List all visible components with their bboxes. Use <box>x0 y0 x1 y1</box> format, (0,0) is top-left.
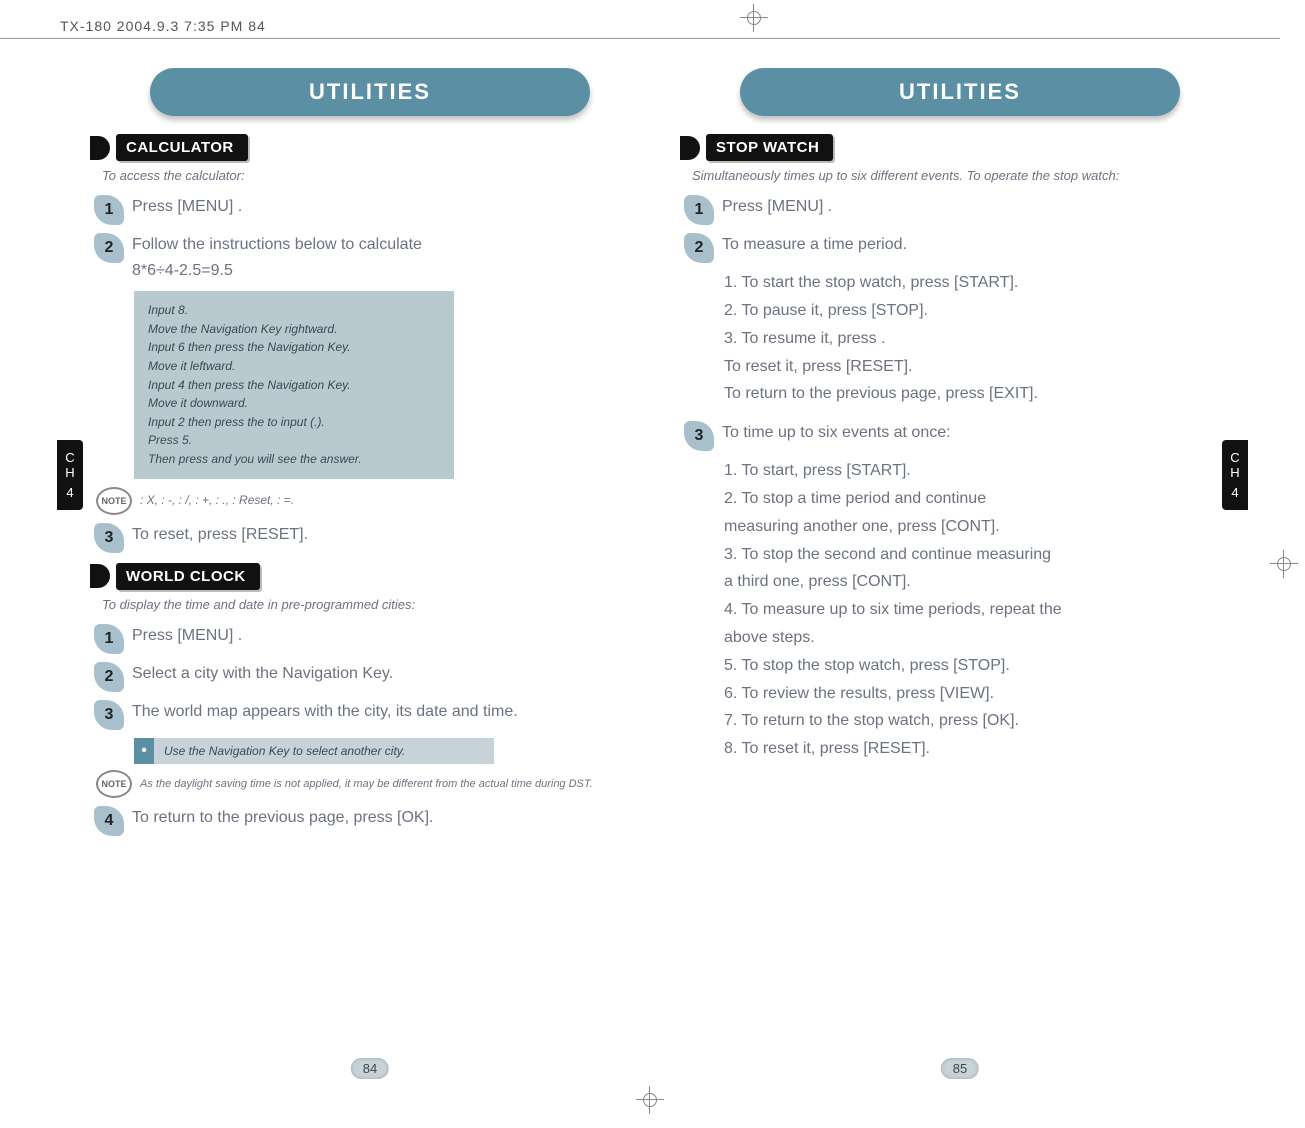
s2-3c: To return to the previous page, press [E… <box>724 382 1240 407</box>
cropmark-right <box>1270 550 1298 578</box>
world-step4-text: To return to the previous page, press [O… <box>132 806 434 830</box>
page-title-right: UTILITIES <box>740 68 1180 116</box>
stop-step-1: 1 Press [MENU] . <box>684 195 1240 225</box>
pagenum-right: 85 <box>941 1060 979 1078</box>
calc-step-3: 3 To reset, press [RESET]. <box>94 523 650 553</box>
stepnum-3: 3 <box>94 523 124 553</box>
calc-intro: To access the calculator: <box>102 167 650 185</box>
calc-step-2: 2 Follow the instructions below to calcu… <box>94 233 650 283</box>
section-calculator: CALCULATOR <box>90 134 650 161</box>
section-bullet-2 <box>90 564 110 588</box>
s3-5: 5. To stop the stop watch, press [STOP]. <box>724 654 1240 679</box>
stop-step-3: 3 To time up to six events at once: <box>684 421 1240 451</box>
page-right: UTILITIES STOP WATCH Simultaneously time… <box>680 68 1240 1078</box>
note-badge-icon-2: NOTE <box>96 770 132 798</box>
stop-step3-list: 1. To start, press [START]. 2. To stop a… <box>724 459 1240 762</box>
pagenum-left: 84 <box>351 1060 389 1078</box>
tab-h: H <box>65 465 74 481</box>
page-title-left: UTILITIES <box>150 68 590 116</box>
s3-1: 1. To start, press [START]. <box>724 459 1240 484</box>
s2-2: 2. To pause it, press [STOP]. <box>724 299 1240 324</box>
calc-note-symbols: NOTE : X, : -, : /, : +, : ., : Reset, :… <box>96 487 650 515</box>
world-step-4: 4 To return to the previous page, press … <box>94 806 650 836</box>
chapter-tab-left: C H 4 <box>57 440 83 510</box>
stepnum-1: 1 <box>94 195 124 225</box>
s3-3: 3. To stop the second and continue measu… <box>724 543 1240 568</box>
world-step1-text: Press [MENU] . <box>132 624 242 648</box>
s3-7: 7. To return to the stop watch, press [O… <box>724 709 1240 734</box>
s2-3b: To reset it, press [RESET]. <box>724 355 1240 380</box>
calc-step3-text: To reset, press [RESET]. <box>132 523 308 547</box>
page-left: UTILITIES CALCULATOR To access the calcu… <box>90 68 650 1078</box>
tab-c: C <box>65 450 74 466</box>
s2-1: 1. To start the stop watch, press [START… <box>724 271 1240 296</box>
s2-3: 3. To resume it, press . <box>724 327 1240 352</box>
stop-step3-head: To time up to six events at once: <box>722 421 951 445</box>
world-step-2: 2 Select a city with the Navigation Key. <box>94 662 650 692</box>
tab-num: 4 <box>66 485 73 501</box>
calc-step2-text: Follow the instructions below to calcula… <box>132 233 422 283</box>
calc-step1-text: Press [MENU] . <box>132 195 242 219</box>
world-step-3: 3 The world map appears with the city, i… <box>94 700 650 730</box>
stop-intro: Simultaneously times up to six different… <box>692 167 1240 185</box>
s3-2b: measuring another one, press [CONT]. <box>724 515 1240 540</box>
calc-label: CALCULATOR <box>116 134 248 161</box>
s3-8: 8. To reset it, press [RESET]. <box>724 737 1240 762</box>
stop-step-2: 2 To measure a time period. <box>684 233 1240 263</box>
section-worldclock: WORLD CLOCK <box>90 563 650 590</box>
stepnum-2: 2 <box>94 233 124 263</box>
s3-2: 2. To stop a time period and continue <box>724 487 1240 512</box>
section-bullet-3 <box>680 136 700 160</box>
note-badge-icon: NOTE <box>96 487 132 515</box>
header-rule <box>0 38 1280 39</box>
world-step2-text: Select a city with the Navigation Key. <box>132 662 393 686</box>
stop-label: STOP WATCH <box>706 134 833 161</box>
cropmark-bottom <box>636 1086 664 1114</box>
calc-symbols: : X, : -, : /, : +, : ., : Reset, : =. <box>140 493 294 509</box>
world-note-text: As the daylight saving time is not appli… <box>140 777 593 791</box>
cropmark-top <box>740 4 768 32</box>
bullet-dot-icon: • <box>134 738 154 764</box>
section-stopwatch: STOP WATCH <box>680 134 1240 161</box>
stop-step2-head: To measure a time period. <box>722 233 907 257</box>
world-bullet-text: Use the Navigation Key to select another… <box>154 738 494 764</box>
pagenum-left-val: 84 <box>351 1058 389 1079</box>
calc-step-1: 1 Press [MENU] . <box>94 195 650 225</box>
s3-4: 4. To measure up to six time periods, re… <box>724 598 1240 623</box>
stop-step2-list: 1. To start the stop watch, press [START… <box>724 271 1240 407</box>
calc-codebox: Input 8. Move the Navigation Key rightwa… <box>134 291 454 478</box>
world-subbullet: • Use the Navigation Key to select anoth… <box>134 738 494 764</box>
world-note: NOTE As the daylight saving time is not … <box>96 770 650 798</box>
world-step3-text: The world map appears with the city, its… <box>132 700 518 724</box>
calc-step2b: 8*6÷4-2.5=9.5 <box>132 259 422 283</box>
calc-step2a: Follow the instructions below to calcula… <box>132 236 422 253</box>
world-label: WORLD CLOCK <box>116 563 260 590</box>
s3-6: 6. To review the results, press [VIEW]. <box>724 682 1240 707</box>
doc-header: TX-180 2004.9.3 7:35 PM 84 <box>0 18 1280 34</box>
world-intro: To display the time and date in pre-prog… <box>102 596 650 614</box>
stop-step1-text: Press [MENU] . <box>722 195 832 219</box>
s3-4b: above steps. <box>724 626 1240 651</box>
pagenum-right-val: 85 <box>941 1058 979 1079</box>
section-bullet <box>90 136 110 160</box>
s3-3b: a third one, press [CONT]. <box>724 570 1240 595</box>
world-step-1: 1 Press [MENU] . <box>94 624 650 654</box>
